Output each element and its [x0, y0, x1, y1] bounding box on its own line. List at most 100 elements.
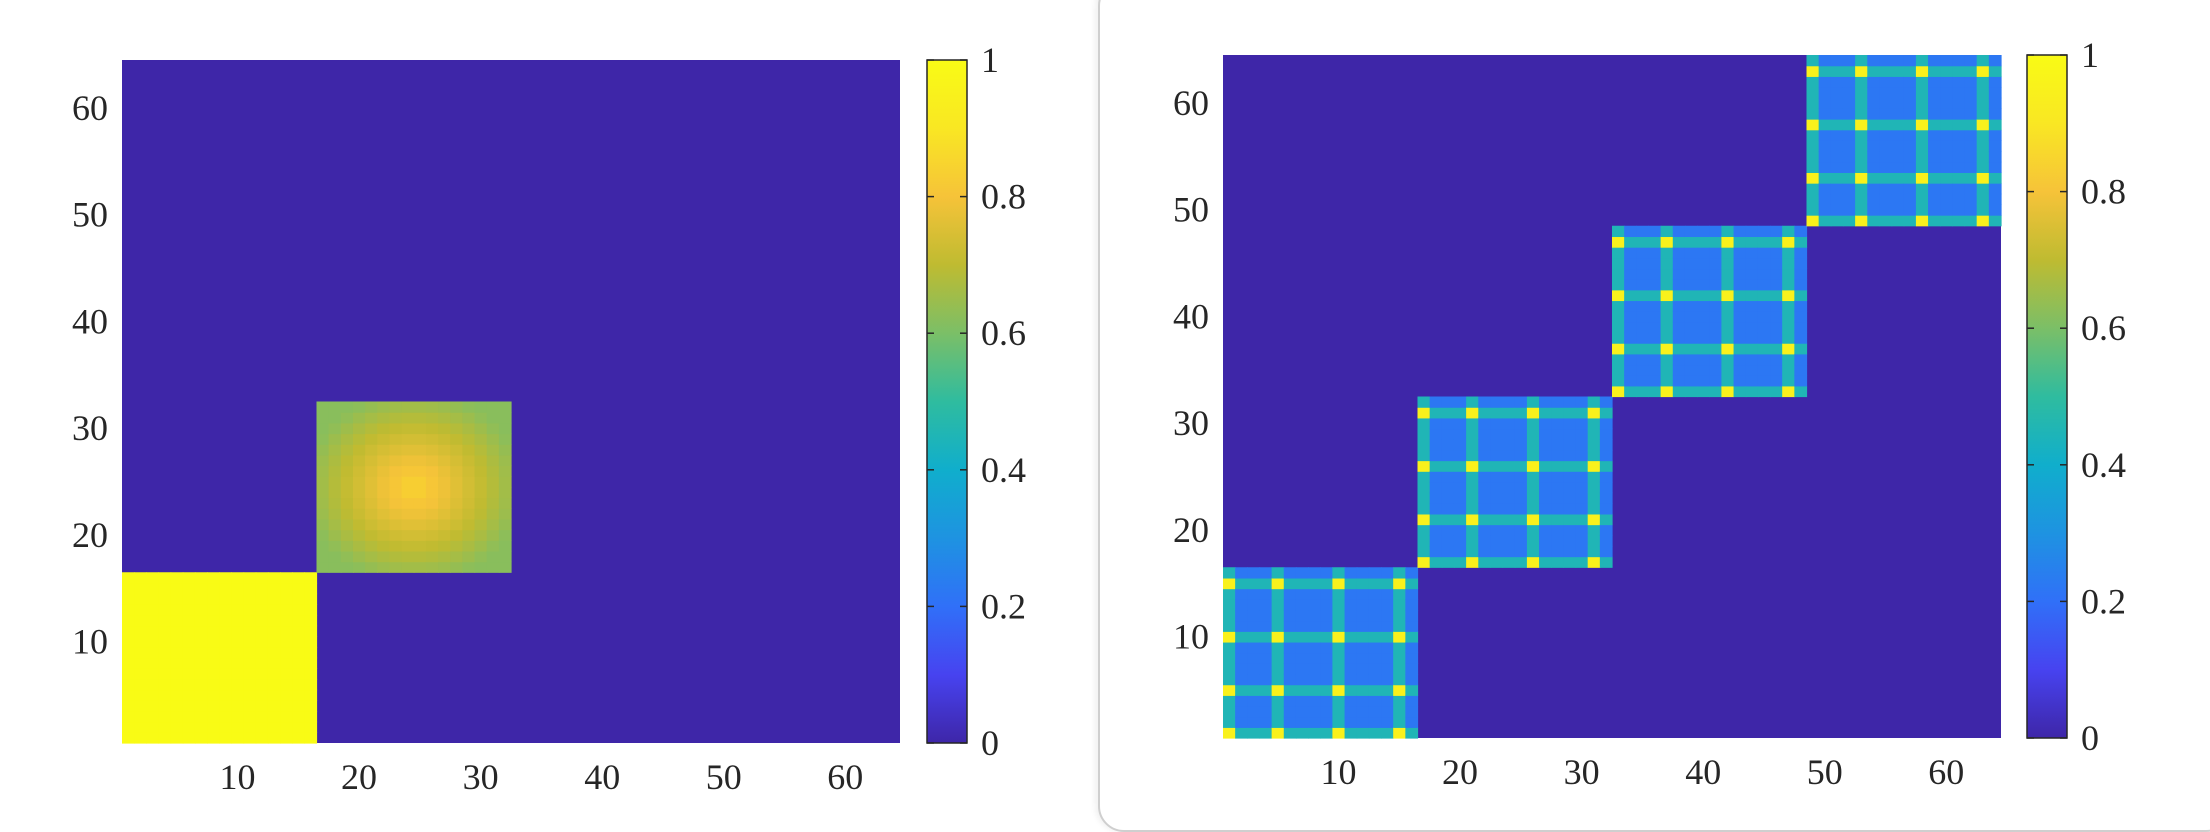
heatmap-cell: [1940, 183, 1953, 195]
heatmap-cell: [1478, 481, 1492, 494]
heatmap-cell: [425, 465, 439, 477]
x-tick-label: 20: [1442, 752, 1478, 792]
heatmap-cell: [146, 614, 160, 627]
colorbar-tick-label: 0.6: [2081, 308, 2126, 348]
heatmap-cell: [219, 625, 233, 637]
x-tick-label: 50: [1807, 752, 1843, 792]
heatmap-cell: [1867, 215, 1881, 227]
heatmap-cell: [1223, 641, 1236, 654]
heatmap-cell: [292, 721, 305, 733]
heatmap-cell: [1223, 567, 1236, 579]
heatmap-cell: [1368, 567, 1382, 579]
heatmap-cell: [1684, 247, 1698, 259]
heatmap-cell: [1612, 279, 1625, 291]
heatmap-cell: [1526, 471, 1540, 483]
heatmap-cell: [1940, 97, 1953, 109]
heatmap-cell: [1466, 524, 1479, 536]
heatmap-cell: [1429, 417, 1443, 430]
heatmap-cell: [316, 497, 330, 509]
heatmap-cell: [1672, 375, 1686, 387]
heatmap-cell: [474, 454, 488, 467]
heatmap-cell: [292, 710, 305, 723]
heatmap-cell: [1976, 87, 1990, 99]
heatmap-cell: [255, 710, 269, 723]
heatmap-cell: [462, 518, 476, 531]
heatmap-cell: [1879, 87, 1893, 99]
heatmap-cell: [1332, 663, 1346, 675]
heatmap-cell: [1332, 716, 1346, 728]
heatmap-cell: [1830, 161, 1844, 173]
heatmap-cell: [1952, 76, 1966, 88]
heatmap-cell: [1879, 161, 1893, 173]
heatmap-cell: [122, 582, 135, 595]
heatmap-cell: [1648, 268, 1662, 280]
x-tick-label: 60: [827, 757, 863, 797]
heatmap-cell: [438, 454, 451, 467]
heatmap-cell: [182, 614, 196, 627]
heatmap-cell: [122, 668, 135, 680]
y-tick-label: 60: [1173, 83, 1209, 123]
heatmap-cell: [389, 508, 403, 520]
heatmap-cell: [1368, 599, 1382, 611]
heatmap-cell: [1660, 332, 1674, 344]
heatmap-cell: [1648, 364, 1662, 376]
heatmap-cell: [1453, 481, 1467, 494]
heatmap-cell: [352, 465, 366, 477]
heatmap-cell: [1320, 673, 1334, 686]
heatmap-cell: [1259, 716, 1273, 728]
heatmap-cell: [219, 646, 233, 659]
heatmap-cell: [1952, 140, 1966, 152]
heatmap-cell: [1381, 599, 1394, 611]
heatmap-cell: [1526, 503, 1540, 515]
heatmap-cell: [231, 593, 245, 605]
heatmap-cell: [425, 561, 439, 573]
heatmap-cell: [474, 412, 488, 424]
heatmap-cell: [1490, 556, 1504, 568]
heatmap-cell: [328, 508, 342, 520]
heatmap-cell: [1235, 684, 1248, 696]
heatmap-cell: [158, 700, 172, 712]
heatmap-cell: [1709, 257, 1723, 270]
heatmap-cell: [158, 636, 172, 648]
heatmap-cell: [1867, 140, 1881, 152]
heatmap-cell: [1660, 225, 1674, 238]
heatmap-cell: [1842, 119, 1856, 131]
heatmap-cell: [1940, 172, 1953, 184]
heatmap-cell: [438, 540, 451, 552]
heatmap-cell: [1757, 332, 1771, 344]
heatmap-cell: [1381, 652, 1394, 664]
heatmap-cell: [1466, 428, 1479, 440]
heatmap-cell: [1308, 684, 1321, 696]
heatmap-cell: [1429, 481, 1443, 494]
heatmap-cell: [340, 540, 354, 552]
heatmap-cell: [1381, 695, 1394, 707]
heatmap-cell: [438, 486, 451, 499]
heatmap-cell: [1672, 364, 1686, 376]
heatmap-cell: [170, 721, 184, 733]
heatmap-cell: [280, 678, 293, 691]
heatmap-cell: [1818, 65, 1832, 77]
heatmap-cell: [1903, 129, 1917, 141]
heatmap-cell: [1381, 631, 1394, 643]
heatmap-cell: [219, 678, 233, 691]
heatmap-cell: [1660, 364, 1674, 376]
heatmap-cell: [1624, 353, 1637, 366]
heatmap-cell: [425, 454, 439, 467]
heatmap-cell: [1733, 375, 1747, 387]
heatmap-cell: [328, 433, 342, 445]
heatmap-cell: [1697, 225, 1710, 238]
heatmap-cell: [1794, 343, 1808, 355]
heatmap-cell: [1952, 193, 1966, 205]
heatmap-cell: [1563, 449, 1577, 462]
heatmap-cell: [1539, 460, 1552, 472]
heatmap-cell: [474, 518, 488, 531]
heatmap-cell: [401, 465, 415, 477]
heatmap-cell: [425, 444, 439, 456]
heatmap-cell: [1867, 204, 1881, 216]
heatmap-cell: [1721, 385, 1735, 398]
heatmap-cell: [1855, 140, 1868, 152]
heatmap-cell: [182, 700, 196, 712]
y-tick-label: 10: [72, 622, 108, 662]
heatmap-cell: [1356, 631, 1370, 643]
heatmap-cell: [1575, 460, 1589, 472]
